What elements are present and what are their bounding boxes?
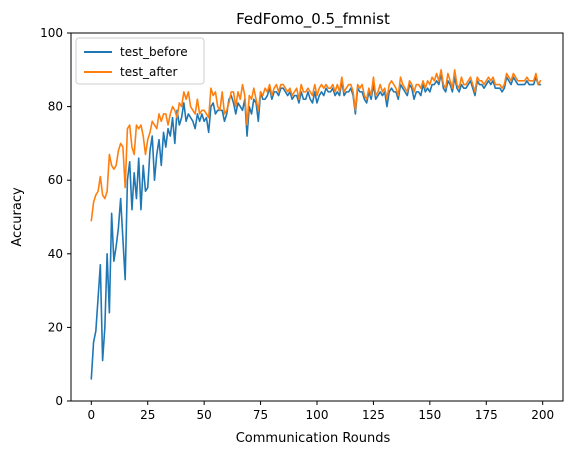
y-axis: 0 20 40 60 80 100 <box>40 26 71 408</box>
x-tick-label: 75 <box>253 408 268 422</box>
plot-area <box>70 32 564 402</box>
legend: test_before test_after <box>75 37 205 85</box>
series-line-test-after <box>90 69 542 222</box>
series-line-test-before <box>90 72 542 380</box>
legend-label-test-after: test_after <box>120 65 178 79</box>
x-tick-label: 50 <box>197 408 212 422</box>
y-tick-label: 60 <box>48 173 63 187</box>
y-tick-label: 0 <box>55 394 63 408</box>
y-tick-label: 100 <box>40 26 63 40</box>
x-tick-label: 200 <box>531 408 554 422</box>
y-tick-label: 40 <box>48 247 63 261</box>
chart-title: FedFomo_0.5_fmnist <box>236 10 390 29</box>
x-tick-label: 125 <box>362 408 385 422</box>
y-tick-label: 80 <box>48 100 63 114</box>
y-tick-label: 20 <box>48 320 63 334</box>
x-tick-label: 25 <box>140 408 155 422</box>
y-axis-title: Accuracy <box>10 187 25 247</box>
x-tick-label: 100 <box>306 408 329 422</box>
x-tick-label: 150 <box>418 408 441 422</box>
x-axis-title: Communication Rounds <box>236 431 391 446</box>
plot-background <box>71 33 563 401</box>
legend-label-test-before: test_before <box>120 45 188 59</box>
x-tick-label: 0 <box>87 408 95 422</box>
x-axis: 0 25 50 75 100 125 150 175 200 <box>87 401 554 422</box>
x-tick-label: 175 <box>475 408 498 422</box>
